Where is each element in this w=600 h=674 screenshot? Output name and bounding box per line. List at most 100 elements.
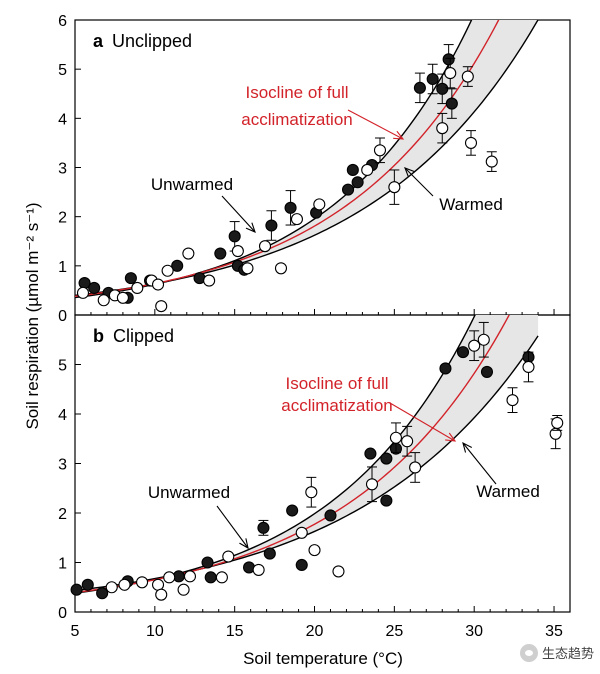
isocline-label-line-2: acclimatization: [241, 110, 353, 129]
data-point: [155, 588, 168, 601]
warmed-label: Warmed: [439, 195, 503, 214]
isocline-label-line-1: Isocline of full: [246, 83, 349, 102]
data-point: [81, 578, 94, 591]
data-point: [105, 581, 118, 594]
y-tick-label: 4: [58, 111, 67, 128]
panel-title: a Unclipped: [93, 31, 192, 51]
data-point: [118, 578, 131, 591]
data-point: [182, 247, 195, 260]
watermark: 生态趋势: [519, 643, 594, 662]
panel-letter: a: [93, 31, 104, 51]
data-point: [361, 163, 374, 177]
warmed-arrow-head: [462, 441, 473, 453]
isocline-arrow: [347, 109, 404, 140]
data-point: [365, 478, 379, 491]
data-point: [522, 360, 535, 374]
warmed-arrow-head: [404, 167, 415, 178]
data-point: [388, 181, 401, 194]
data-point: [442, 53, 455, 66]
data-point: [373, 144, 387, 157]
x-tick-label: 15: [226, 623, 244, 640]
unwarmed-arrow-head: [239, 538, 249, 550]
unwarmed-label: Unwarmed: [151, 175, 233, 194]
x-tick-label: 30: [465, 623, 483, 640]
y-tick-label: 5: [58, 358, 67, 375]
y-tick-label: 0: [58, 308, 67, 325]
data-point: [380, 452, 393, 465]
data-point: [204, 571, 217, 584]
unwarmed-label: Unwarmed: [148, 483, 230, 502]
acclimatization-band: [75, 20, 538, 298]
data-point: [70, 583, 83, 596]
data-point: [161, 264, 174, 277]
data-point: [389, 431, 403, 444]
data-point: [215, 571, 228, 584]
data-point: [284, 201, 297, 214]
data-point: [413, 81, 426, 94]
panel-name: Unclipped: [112, 31, 192, 51]
unwarmed-arrow: [216, 505, 249, 549]
x-axis-label: Soil temperature (°C): [243, 649, 403, 668]
data-point: [295, 558, 308, 572]
data-point: [308, 544, 321, 557]
y-tick-label: 3: [58, 161, 67, 178]
y-tick-label: 1: [58, 556, 67, 573]
data-point: [468, 339, 481, 352]
x-tick-label: 5: [71, 623, 80, 640]
data-point: [444, 67, 457, 80]
data-point: [241, 262, 254, 275]
data-point: [305, 486, 318, 499]
panel-name: Clipped: [113, 326, 174, 346]
isocline-label-line-2: acclimatization: [281, 396, 393, 415]
data-point: [177, 583, 190, 596]
data-point: [485, 155, 498, 168]
series-warmed: [105, 321, 564, 601]
data-point: [477, 333, 490, 346]
isocline-arrow-head: [393, 130, 405, 140]
data-point: [155, 300, 168, 313]
data-point: [96, 587, 109, 600]
data-point: [171, 259, 184, 272]
y-tick-label: 4: [58, 407, 67, 424]
data-point: [252, 563, 265, 576]
data-point: [461, 70, 474, 83]
x-tick-label: 10: [146, 623, 164, 640]
data-point: [426, 72, 439, 86]
panel-title: b Clipped: [93, 326, 174, 346]
y-tick-label: 2: [58, 506, 67, 523]
data-point: [346, 163, 359, 177]
data-point: [380, 494, 393, 507]
x-tick-label: 25: [385, 623, 403, 640]
series-warmed: [76, 57, 498, 313]
data-point: [290, 213, 304, 226]
isocline-arrow-head: [445, 432, 457, 442]
x-tick-label: 20: [306, 623, 324, 640]
y-tick-label: 6: [58, 13, 67, 30]
data-point: [228, 230, 241, 243]
isocline-label: Isocline of full acclimatization: [281, 374, 393, 415]
data-point: [401, 435, 414, 448]
series-unwarmed: [70, 346, 535, 600]
data-point: [409, 461, 422, 474]
data-point: [97, 294, 110, 307]
data-point: [201, 556, 214, 569]
warmed-label: Warmed: [476, 482, 540, 501]
data-point: [257, 521, 270, 534]
data-point: [445, 97, 458, 110]
y-tick-label: 5: [58, 62, 67, 79]
y-tick-label: 3: [58, 457, 67, 474]
data-point: [88, 281, 101, 295]
data-point: [131, 281, 144, 295]
isocline-label-line-1: Isocline of full: [286, 374, 389, 393]
data-point: [464, 136, 478, 149]
acclimatization-band: [75, 315, 539, 594]
watermark-text: 生态趋势: [541, 647, 594, 662]
panel-a: 0 1 2 3 4 5 6 a Unclipped Isocline of full acclima…: [58, 13, 571, 325]
data-point: [551, 416, 564, 429]
axis-ticks: 0 1 2 3 4 5 5 10 15 20 25 30 35: [58, 358, 563, 641]
isocline-curve: [75, 315, 510, 594]
data-point: [136, 576, 149, 589]
y-axis-label: Soil respiration (µmol m⁻² s⁻¹): [23, 202, 42, 429]
data-point: [203, 274, 216, 287]
